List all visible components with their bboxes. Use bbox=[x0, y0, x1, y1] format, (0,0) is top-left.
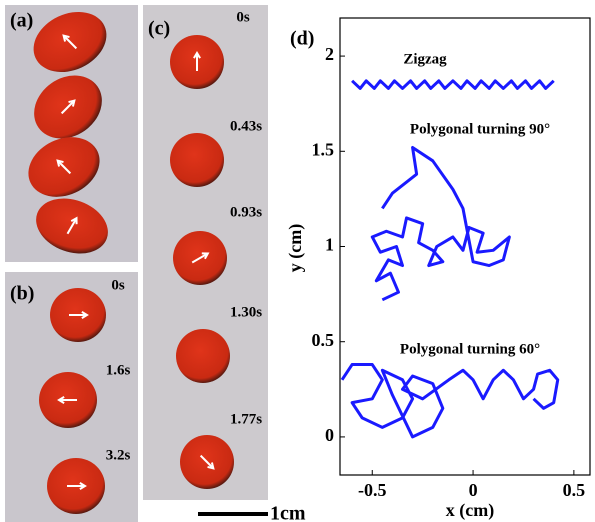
series-label: Zigzag bbox=[403, 51, 447, 67]
time-label: 3.2s bbox=[106, 447, 131, 463]
time-label: 1.30s bbox=[230, 304, 262, 320]
panel-label: (c) bbox=[148, 18, 170, 40]
trajectory bbox=[342, 365, 558, 437]
series-label: Polygonal turning 90° bbox=[410, 121, 550, 137]
time-label: 1.77s bbox=[230, 411, 262, 427]
scale-label: 1cm bbox=[270, 503, 306, 522]
panel-label: (d) bbox=[290, 28, 314, 50]
y-tick-label: 1 bbox=[325, 235, 334, 255]
droplet bbox=[170, 133, 224, 187]
x-tick-label: 0 bbox=[469, 480, 478, 500]
droplet bbox=[176, 329, 230, 383]
trajectory bbox=[372, 147, 509, 299]
y-tick-label: 1.5 bbox=[312, 139, 335, 159]
y-tick-label: 0 bbox=[325, 425, 334, 445]
time-label: 0.43s bbox=[230, 118, 262, 134]
x-tick-label: -0.5 bbox=[358, 480, 387, 500]
trajectory bbox=[352, 81, 554, 89]
series-label: Polygonal turning 60° bbox=[400, 341, 540, 357]
time-label: 1.6s bbox=[106, 362, 131, 378]
x-tick-label: 0.5 bbox=[563, 480, 586, 500]
page: (a) (b) (c) 1cm (d) x (cm) y (cm) 0s 1.6s… bbox=[0, 0, 595, 522]
panel-label: (b) bbox=[10, 283, 34, 305]
y-tick-label: 2 bbox=[325, 44, 334, 64]
y-tick-label: 0.5 bbox=[312, 330, 335, 350]
time-label: 0s bbox=[236, 9, 250, 25]
panel-label: (a) bbox=[10, 10, 33, 32]
x-axis-label: x (cm) bbox=[446, 500, 494, 521]
time-label: 0.93s bbox=[230, 204, 262, 220]
figure: (a) (b) (c) 1cm (d) x (cm) y (cm) 0s 1.6s… bbox=[0, 0, 595, 522]
time-label: 0s bbox=[111, 277, 125, 293]
y-axis-label: y (cm) bbox=[285, 224, 306, 272]
